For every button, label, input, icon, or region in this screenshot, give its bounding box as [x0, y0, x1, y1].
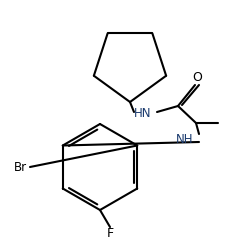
- Text: F: F: [106, 227, 114, 240]
- Text: O: O: [192, 70, 202, 83]
- Text: NH: NH: [176, 132, 194, 145]
- Text: Br: Br: [14, 161, 27, 174]
- Text: HN: HN: [134, 107, 152, 120]
